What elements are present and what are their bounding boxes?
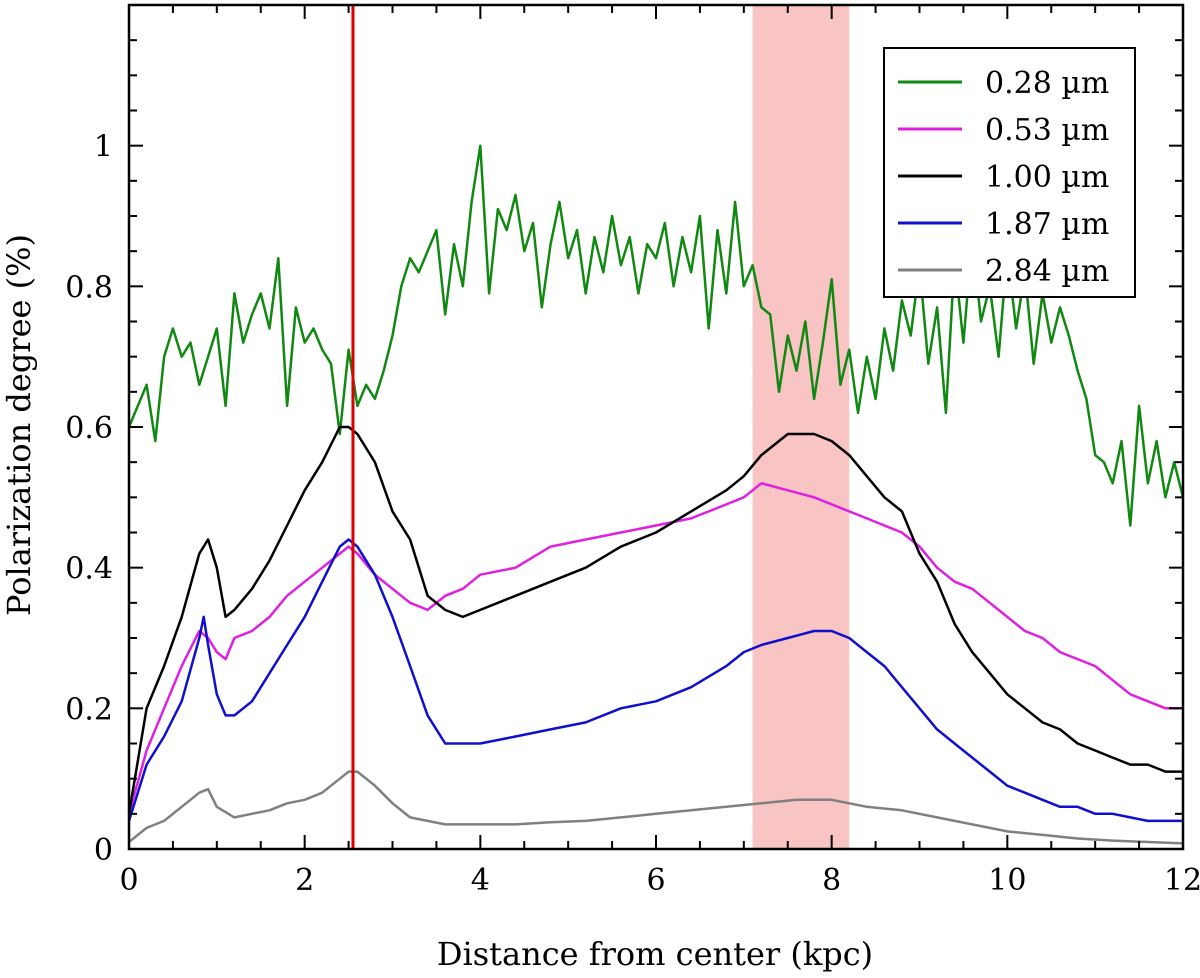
legend-label-1: 0.53 µm: [985, 113, 1109, 148]
series-line-4: [128, 770, 1184, 845]
series-line-3: [127, 538, 1183, 823]
series-line-2: [127, 425, 1183, 815]
y-tick-label: 0.2: [65, 692, 113, 727]
x-tick-label: 4: [471, 863, 490, 898]
x-axis-label: Distance from center (kpc): [437, 935, 873, 973]
x-tick-label: 10: [988, 863, 1026, 898]
legend-label-3: 1.87 µm: [985, 207, 1109, 242]
y-tick-label: 0.4: [65, 552, 113, 587]
y-axis-label: Polarization degree (%): [0, 234, 38, 616]
x-tick-label: 12: [1164, 863, 1200, 898]
series-line-1: [127, 482, 1183, 815]
legend-label-0: 0.28 µm: [985, 66, 1109, 101]
legend-label-4: 2.84 µm: [985, 254, 1109, 289]
y-tick-label: 1: [94, 130, 113, 165]
y-tick-label: 0: [94, 833, 113, 868]
shaded-band: [752, 5, 850, 849]
x-tick-label: 0: [119, 863, 138, 898]
y-tick-label: 0.6: [65, 411, 113, 446]
x-tick-label: 6: [646, 863, 665, 898]
y-tick-label: 0.8: [65, 270, 113, 305]
legend-box: [883, 47, 1136, 298]
x-tick-label: 8: [822, 863, 841, 898]
x-tick-label: 2: [295, 863, 314, 898]
legend-label-2: 1.00 µm: [985, 160, 1109, 195]
